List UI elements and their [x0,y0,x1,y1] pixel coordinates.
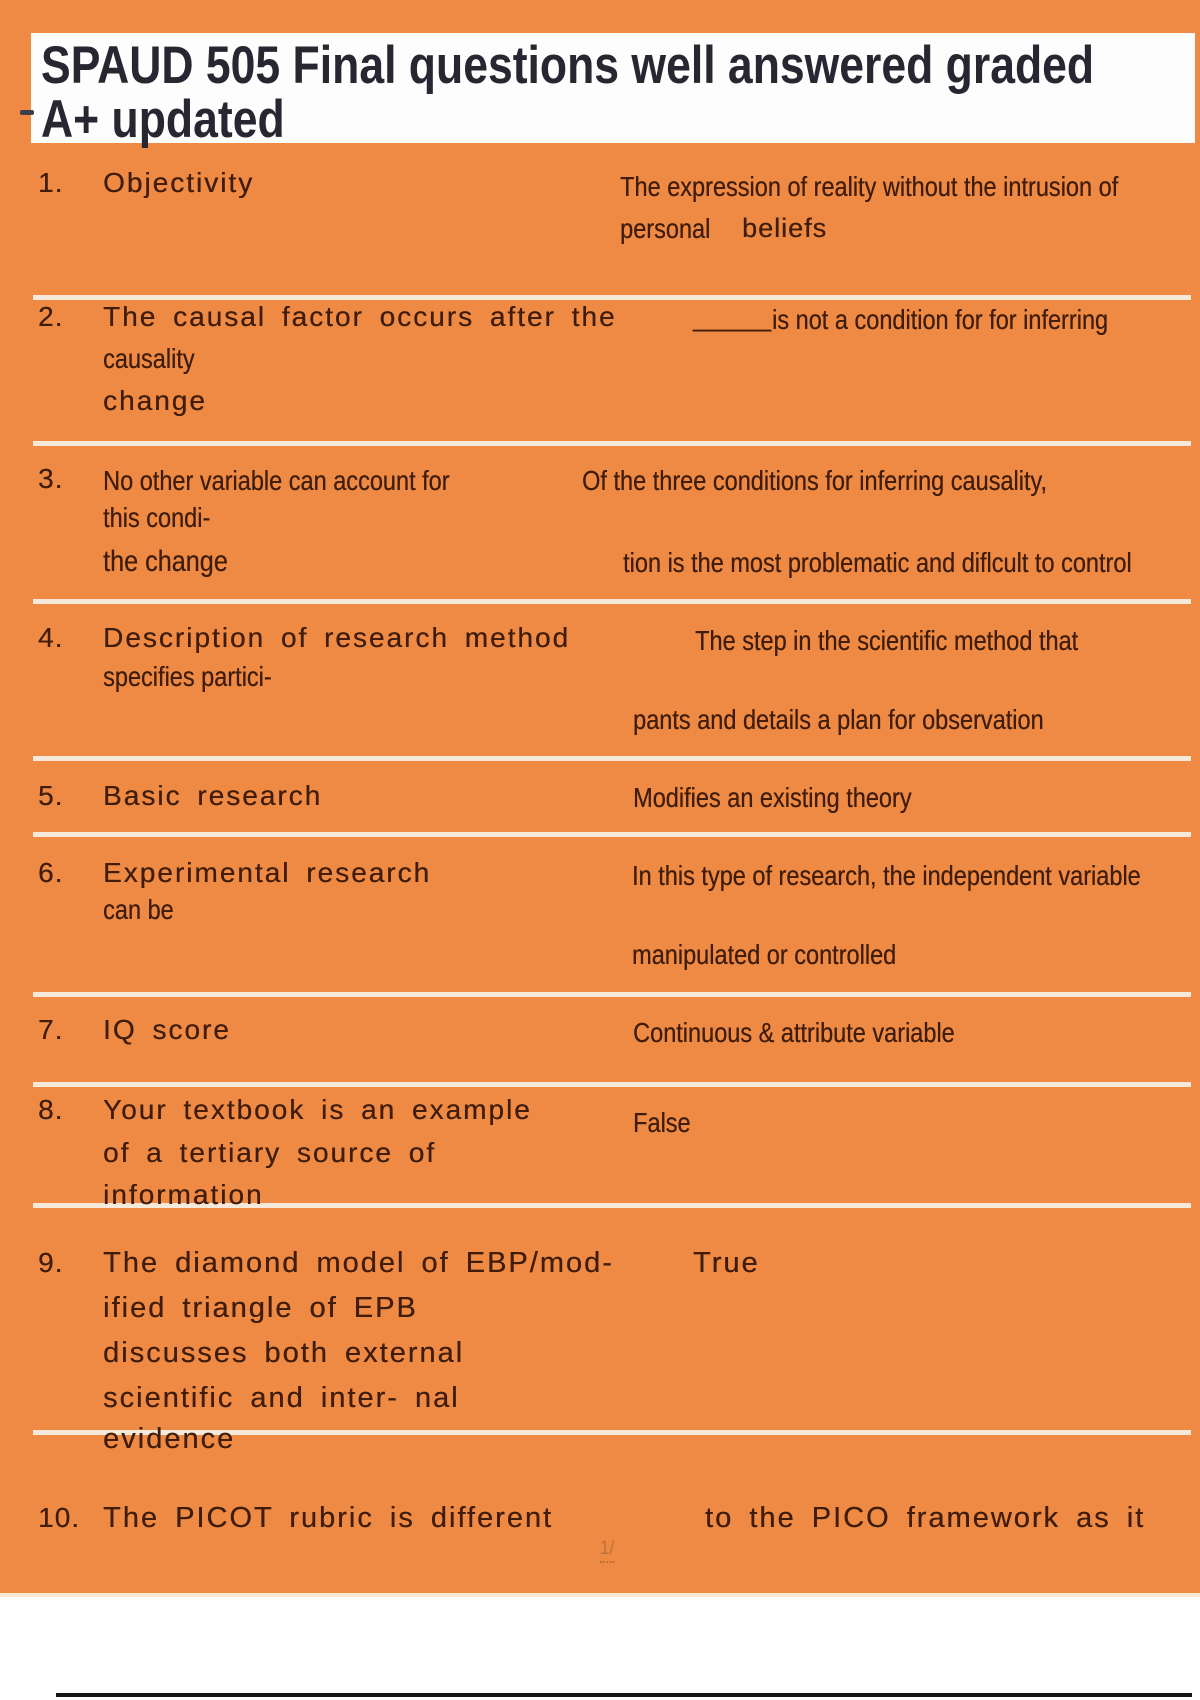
item-4-number: 4. [38,622,64,653]
item-10-term: The PICOT rubric is different [103,1502,554,1534]
row-divider [33,832,1191,837]
item-8-answer: False [633,1107,691,1138]
margin-dash [20,110,34,115]
row-divider [33,295,1191,300]
item-1-number: 1. [38,167,64,198]
item-3-answer-line-2: tion is the most problematic and diflcul… [623,547,1132,578]
row-divider [33,1430,1191,1435]
item-5-term: Basic research [103,780,323,811]
item-10-answer: to the PICO framework as it [705,1502,1146,1534]
item-6-term-line-2: can be [103,894,174,925]
item-8-term-line-3: information [103,1179,264,1210]
item-5-answer: Modifies an existing theory [633,782,912,813]
item-3-term-line-2: this condi- [103,502,211,533]
item-6-answer-line-1: In this type of research, the independen… [632,860,1141,891]
item-3-term-line-1: No other variable can account for [103,465,450,496]
item-2-answer-line-2: causality [103,343,195,374]
title-banner [31,33,1195,143]
item-5-number: 5. [38,780,64,811]
bottom-rule [56,1693,1192,1697]
item-4-term-line-2: specifies partici- [103,661,272,692]
item-6-answer-line-2: manipulated or controlled [632,939,897,970]
page-title-line-1: SPAUD 505 Final questions well answered … [41,36,1095,95]
item-3-term-line-3: the change [103,545,228,578]
item-9-term-line-3: discusses both external [103,1337,465,1369]
row-divider [33,1203,1191,1208]
item-2-answer-line-1: is not a condition for for inferring [772,304,1108,335]
item-4-answer-line-1: The step in the scientific method that [695,625,1079,656]
item-8-term-line-1: Your textbook is an example [103,1094,532,1125]
item-9-answer: True [693,1247,760,1279]
row-divider [33,992,1191,997]
item-1-answer-line-2-wide: beliefs [742,213,828,243]
row-divider [33,756,1191,761]
item-6-term-line-1: Experimental research [103,857,432,888]
item-7-number: 7. [38,1014,64,1045]
page-marker: 1/ [600,1538,615,1563]
row-divider [33,1082,1191,1087]
content-background [0,0,1200,1597]
item-2-term-line-1: The causal factor occurs after the [103,301,617,332]
item-4-term-line-1: Description of research method [103,622,571,653]
item-2-term-line-2: change [103,385,207,416]
item-8-term-line-2: of a tertiary source of [103,1137,437,1168]
item-9-term-line-4: scientific and inter- nal [103,1382,460,1414]
item-7-answer: Continuous & attribute variable [633,1017,955,1048]
item-2-blank: _____ [693,301,771,332]
item-7-term: IQ score [103,1014,231,1045]
item-9-term-line-5: evidence [103,1423,236,1455]
item-2-number: 2. [38,301,64,332]
item-9-number: 9. [38,1247,64,1278]
item-8-number: 8. [38,1094,64,1125]
item-9-term-line-1: The diamond model of EBP/mod- [103,1247,614,1279]
row-divider [33,441,1191,446]
item-9-term-line-2: ified triangle of EPB [103,1292,418,1324]
item-1-answer-line-2: personal [620,213,711,244]
item-1-answer-line-1: The expression of reality without the in… [620,171,1119,202]
item-3-answer-line-1: Of the three conditions for inferring ca… [582,465,1047,496]
row-divider [33,599,1191,604]
item-4-answer-line-2: pants and details a plan for observation [633,704,1044,735]
page-title-line-2: A+ updated [41,90,285,149]
item-10-number: 10. [38,1502,80,1533]
item-6-number: 6. [38,857,64,888]
item-1-term: Objectivity [103,167,255,198]
item-3-number: 3. [38,463,64,494]
